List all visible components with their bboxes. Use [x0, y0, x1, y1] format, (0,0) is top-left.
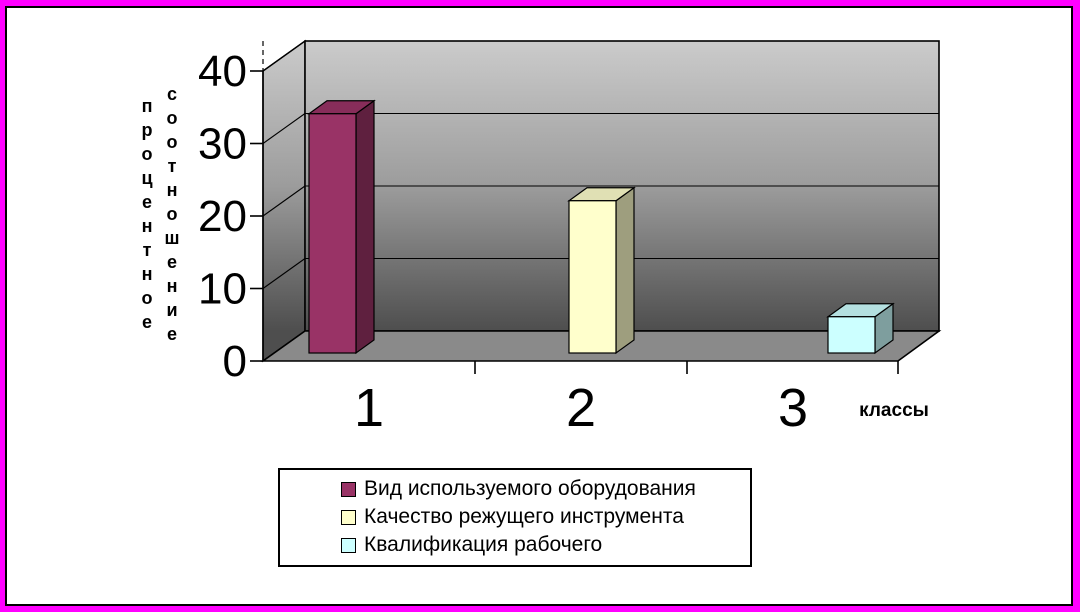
gridline-side: [262, 40, 306, 72]
category-label: 2: [566, 378, 596, 438]
bar-side-face: [615, 186, 635, 355]
gridline-side: [262, 113, 306, 144]
legend: Вид используемого оборудования Качество …: [278, 468, 752, 567]
bar-series-1: [307, 99, 376, 355]
y-axis-title-word-2: с о о т н о ш е н и е: [164, 84, 180, 344]
legend-swatch-series-3: [341, 537, 356, 553]
bar-front-face: [827, 316, 876, 354]
bar-series-2: [567, 186, 636, 355]
legend-label: Вид используемого оборудования: [364, 477, 696, 501]
y-tick-label: 10: [198, 265, 247, 314]
bar-front-face: [568, 200, 617, 354]
bars: [307, 99, 895, 355]
y-tick-label: 30: [198, 120, 247, 169]
legend-swatch-series-1: [341, 482, 356, 498]
legend-item: Квалификация рабочего: [341, 534, 750, 557]
legend-swatch-series-2: [341, 509, 356, 525]
category-label: 1: [354, 378, 384, 438]
bar-side-face: [355, 99, 375, 355]
legend-item: Качество режущего инструмента: [341, 506, 750, 529]
bar-series-3: [826, 302, 895, 355]
legend-label: Качество режущего инструмента: [364, 504, 684, 528]
category-label: 3: [778, 378, 808, 438]
axis-labels: 0 10 20 30 40 1 2 3: [198, 47, 808, 438]
legend-item: Вид используемого оборудования: [341, 478, 750, 501]
gridline-side: [262, 258, 306, 289]
legend-label: Квалификация рабочего: [364, 532, 603, 556]
y-tick-label: 20: [198, 192, 247, 241]
bar-front-face: [308, 113, 357, 354]
gridline-side: [262, 185, 306, 217]
axes: [250, 41, 899, 374]
y-tick-label: 0: [223, 337, 247, 386]
y-axis-title-word-1: п р о ц е н т н о е: [141, 96, 153, 332]
x-axis-title: классы: [859, 400, 929, 421]
y-tick-label: 40: [198, 47, 247, 96]
